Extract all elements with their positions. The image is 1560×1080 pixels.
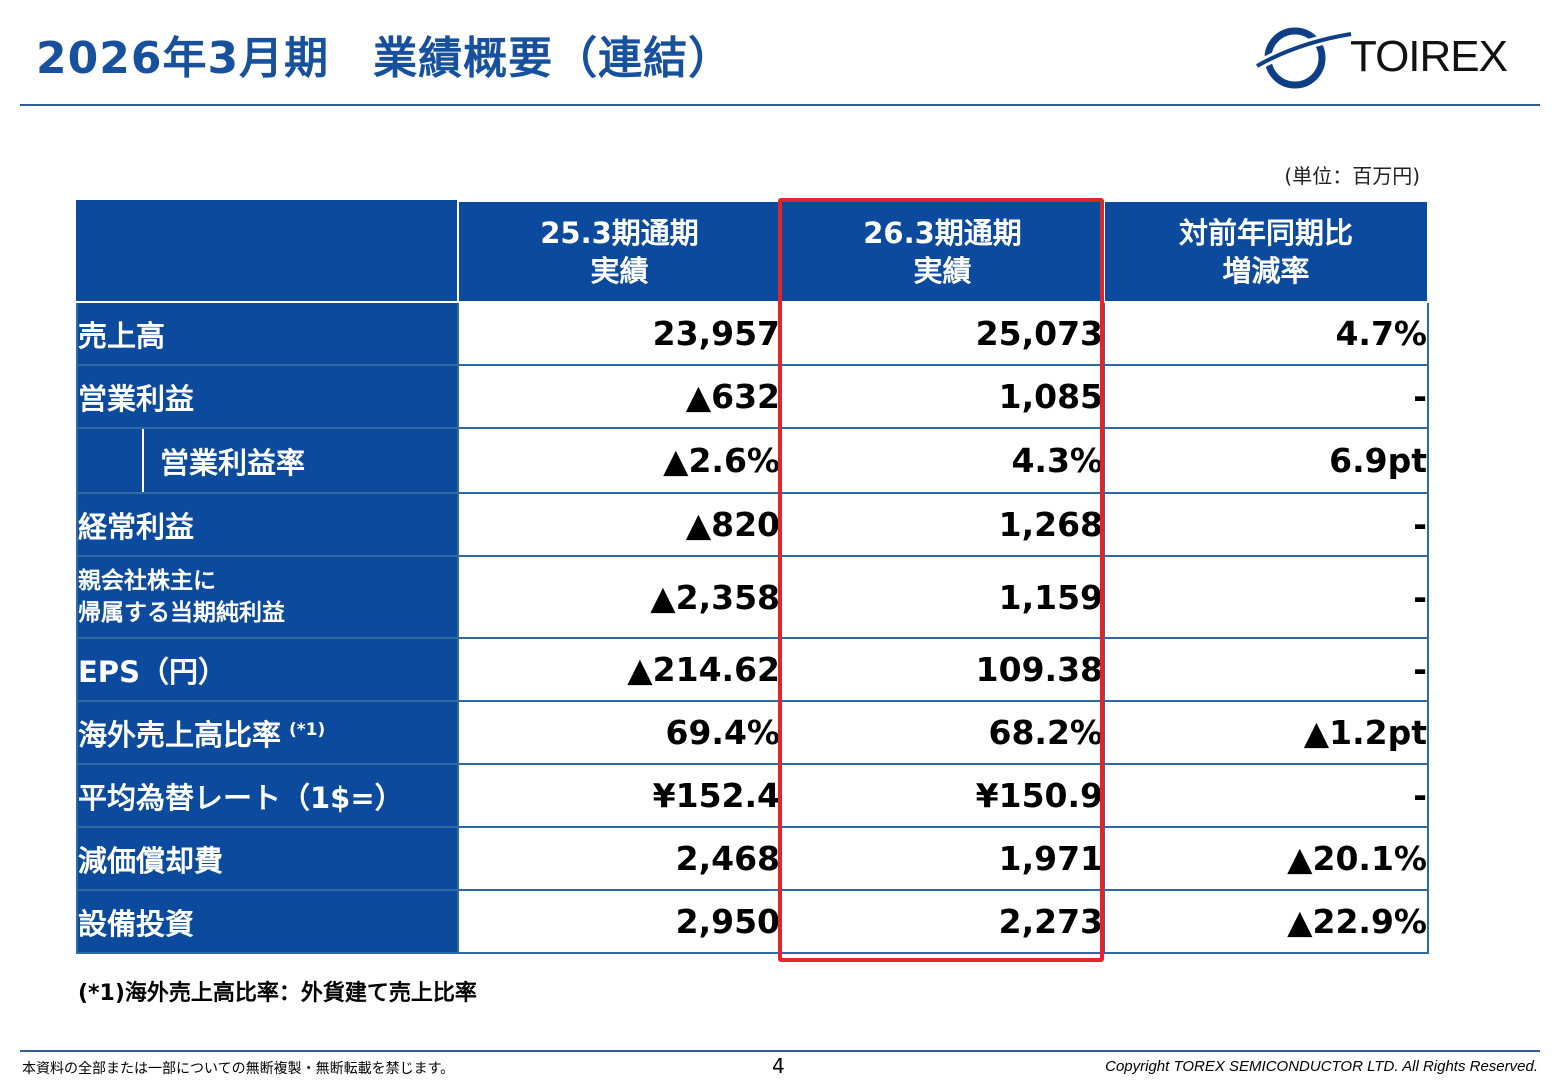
header-divider (20, 104, 1540, 106)
table-header-row: 25.3期通期 実績 26.3期通期 実績 対前年同期比 増減率 (76, 200, 1429, 303)
cell-value: ▲820 (457, 492, 782, 557)
table-row: 親会社株主に 帰属する当期純利益 ▲2,358 1,159 - (76, 555, 1429, 639)
cell-value: 2,950 (457, 889, 782, 954)
cell-value: 23,957 (457, 301, 782, 366)
torex-logo: TOIREX (1254, 22, 1520, 92)
title-main: 業績概要（連結） (373, 33, 734, 84)
unit-note: (単位：百万円) (1284, 164, 1420, 188)
cell-value: 69.4% (457, 700, 782, 765)
table-row: 営業利益率 ▲2.6% 4.3% 6.9pt (76, 427, 1429, 494)
footer-divider (20, 1050, 1540, 1052)
cell-value: - (1103, 555, 1429, 639)
logo-swirl-icon (1254, 27, 1352, 89)
row-label: EPS（円） (76, 637, 459, 702)
row-label: 売上高 (76, 301, 459, 366)
cell-value: 6.9pt (1103, 427, 1429, 494)
column-header-fy25: 25.3期通期 実績 (457, 200, 782, 303)
cell-value: 4.7% (1103, 301, 1429, 366)
table-row: 海外売上高比率 (*1) 69.4% 68.2% ▲1.2pt (76, 700, 1429, 765)
footnote-marker: (*1) (289, 719, 326, 740)
cell-value: ▲20.1% (1103, 826, 1429, 891)
cell-value: - (1103, 637, 1429, 702)
footer-notice: 本資料の全部または一部についての無断複製・無断転載を禁じます。 (22, 1061, 455, 1077)
logo-text: TOIREX (1350, 32, 1508, 81)
row-label: 減価償却費 (76, 826, 459, 891)
cell-value: 1,085 (780, 364, 1105, 429)
cell-value: ▲2.6% (457, 427, 782, 494)
page-title: 2026年3月期 業績概要（連結） (36, 22, 733, 86)
table-row: 経常利益 ▲820 1,268 - (76, 492, 1429, 557)
table-row: 減価償却費 2,468 1,971 ▲20.1% (76, 826, 1429, 891)
cell-value: ▲632 (457, 364, 782, 429)
cell-value: 25,073 (780, 301, 1105, 366)
row-label: 営業利益 (76, 364, 459, 429)
cell-value: 1,159 (780, 555, 1105, 639)
row-label: 海外売上高比率 (*1) (76, 700, 459, 765)
cell-value: - (1103, 364, 1429, 429)
row-label: 親会社株主に 帰属する当期純利益 (76, 555, 459, 639)
cell-value: 4.3% (780, 427, 1105, 494)
column-header-fy26: 26.3期通期 実績 (780, 200, 1105, 303)
row-label-sub: 営業利益率 (76, 427, 459, 494)
cell-value: ▲214.62 (457, 637, 782, 702)
cell-value: ▲22.9% (1103, 889, 1429, 954)
cell-value: - (1103, 492, 1429, 557)
row-label: 経常利益 (76, 492, 459, 557)
cell-value: 68.2% (780, 700, 1105, 765)
results-table: 25.3期通期 実績 26.3期通期 実績 対前年同期比 増減率 売上高 23,957… (76, 200, 1429, 954)
table-row: 平均為替レート（1$=） ¥152.4 ¥150.9 - (76, 763, 1429, 828)
cell-value: ▲1.2pt (1103, 700, 1429, 765)
table-row: 営業利益 ▲632 1,085 - (76, 364, 1429, 429)
table-row: 設備投資 2,950 2,273 ▲22.9% (76, 889, 1429, 954)
cell-value: 1,268 (780, 492, 1105, 557)
cell-value: 2,273 (780, 889, 1105, 954)
page-number: 4 (772, 1054, 785, 1078)
column-header-yoy: 対前年同期比 増減率 (1103, 200, 1429, 303)
row-label: 平均為替レート（1$=） (76, 763, 459, 828)
cell-value: 109.38 (780, 637, 1105, 702)
cell-value: 1,971 (780, 826, 1105, 891)
table-row: EPS（円） ▲214.62 109.38 - (76, 637, 1429, 702)
cell-value: 2,468 (457, 826, 782, 891)
cell-value: ▲2,358 (457, 555, 782, 639)
header-corner (76, 200, 459, 303)
footer-copyright: Copyright TOREX SEMICONDUCTOR LTD. All R… (1105, 1058, 1538, 1075)
table-row: 売上高 23,957 25,073 4.7% (76, 301, 1429, 366)
cell-value: ¥150.9 (780, 763, 1105, 828)
row-label: 設備投資 (76, 889, 459, 954)
footnote: (*1)海外売上高比率：外貨建て売上比率 (78, 981, 477, 1006)
cell-value: - (1103, 763, 1429, 828)
cell-value: ¥152.4 (457, 763, 782, 828)
title-period: 2026年3月期 (36, 33, 330, 84)
